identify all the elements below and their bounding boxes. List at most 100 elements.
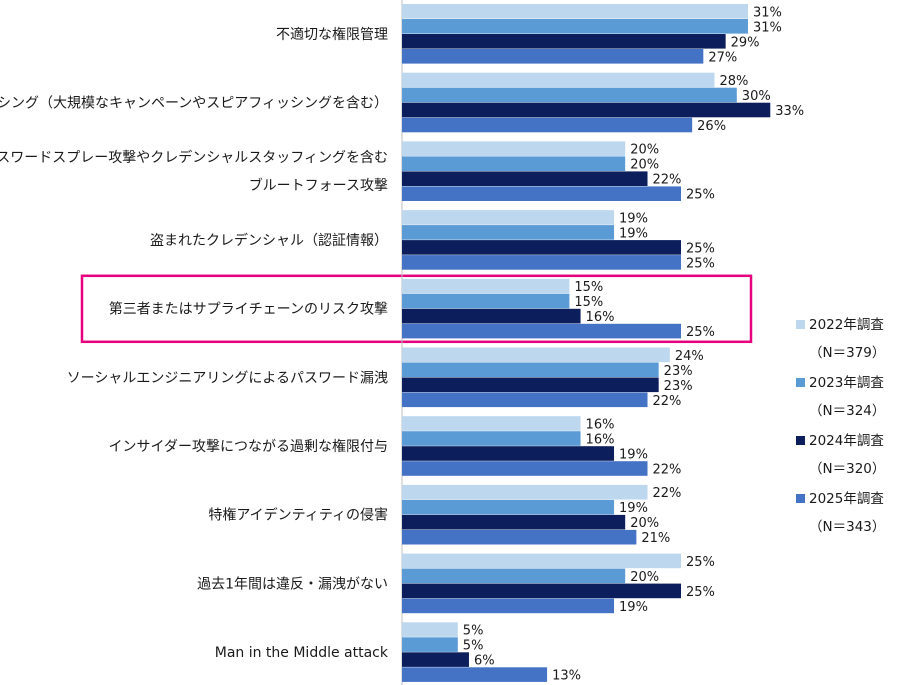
value-label: 25% <box>686 555 715 570</box>
legend-sample-size: （N＝379） <box>809 345 885 361</box>
bar <box>402 278 570 294</box>
bar <box>402 514 626 530</box>
category-label: 過去1年間は違反・漏洩がない <box>197 576 388 592</box>
highlight-box <box>80 274 753 344</box>
value-label: 19% <box>619 211 648 226</box>
value-label: 24% <box>675 349 704 364</box>
value-label: 23% <box>664 379 693 394</box>
bar <box>402 308 581 324</box>
bar <box>402 568 626 584</box>
value-label: 22% <box>653 463 682 478</box>
value-label: 6% <box>474 654 495 669</box>
value-label: 19% <box>619 448 648 463</box>
legend-label: 2022年調査 <box>809 317 884 333</box>
value-label: 30% <box>742 89 771 104</box>
bar <box>402 446 615 461</box>
legend-swatch <box>796 378 805 387</box>
legend-sample-size: （N＝324） <box>809 403 885 419</box>
value-label: 27% <box>708 50 737 65</box>
category-label: ブルートフォース攻撃 <box>249 177 388 194</box>
value-label: 26% <box>697 119 726 134</box>
bar <box>402 171 648 186</box>
bar <box>402 49 704 64</box>
legend-swatch <box>796 436 805 445</box>
value-label: 16% <box>586 310 615 325</box>
value-label: 19% <box>619 501 648 516</box>
value-label: 20% <box>630 158 659 173</box>
value-label: 22% <box>653 486 682 501</box>
value-label: 20% <box>630 516 659 531</box>
value-label: 15% <box>574 280 603 295</box>
value-label: 31% <box>753 20 782 35</box>
value-label: 5% <box>463 624 484 639</box>
value-label: 31% <box>753 5 782 20</box>
bar <box>402 141 626 156</box>
category-label: フィッシング（大規模なキャンペーンやスピアフィッシングを含む） <box>0 96 388 112</box>
bar <box>402 583 681 599</box>
value-label: 13% <box>552 669 581 684</box>
category-label: 第三者またはサプライチェーンのリスク攻撃 <box>109 301 388 318</box>
category-label: パスワードスプレー攻撃やクレデンシャルスタッフィングを含む <box>0 149 388 166</box>
bar <box>402 347 670 363</box>
category-label: Man in the Middle attack <box>215 645 389 661</box>
bar <box>402 117 693 133</box>
value-label: 16% <box>586 418 615 433</box>
bar <box>402 323 681 339</box>
value-label: 20% <box>630 570 659 585</box>
value-label: 19% <box>619 600 648 615</box>
value-label: 5% <box>463 639 484 654</box>
bar <box>402 377 659 393</box>
value-label: 29% <box>731 35 760 50</box>
value-label: 22% <box>653 173 682 188</box>
value-label: 22% <box>653 394 682 409</box>
bar <box>402 255 681 270</box>
category-label: ソーシャルエンジニアリングによるパスワード漏洩 <box>67 370 388 386</box>
bar <box>402 431 581 446</box>
value-label: 21% <box>641 531 670 546</box>
bar <box>402 637 458 652</box>
bar <box>402 484 648 500</box>
bar <box>402 529 637 545</box>
bar <box>402 499 615 515</box>
bar <box>402 210 615 225</box>
legend-label: 2024年調査 <box>809 433 884 449</box>
category-label: 特権アイデンティティの侵害 <box>208 507 388 524</box>
bar <box>402 652 469 667</box>
value-label: 19% <box>619 226 648 241</box>
legend-swatch <box>796 320 805 329</box>
bar <box>402 553 681 569</box>
bar <box>402 416 581 431</box>
category-label: 盗まれたクレデンシャル（認証情報） <box>150 232 388 249</box>
bar <box>402 156 626 171</box>
bar <box>402 4 748 19</box>
bar <box>402 19 748 34</box>
bar <box>402 225 615 240</box>
bar <box>402 392 648 408</box>
category-label: インサイダー攻撃につながる過剰な権限付与 <box>109 438 388 455</box>
value-label: 25% <box>686 188 715 203</box>
value-label: 15% <box>574 295 603 310</box>
value-label: 33% <box>775 104 804 119</box>
value-label: 25% <box>686 241 715 256</box>
value-label: 25% <box>686 325 715 340</box>
bar <box>402 240 681 255</box>
legend-label: 2023年調査 <box>809 375 884 391</box>
legend-label: 2025年調査 <box>809 491 884 507</box>
value-label: 25% <box>686 256 715 271</box>
bar <box>402 622 458 637</box>
value-label: 16% <box>586 433 615 448</box>
value-label: 20% <box>630 143 659 158</box>
bar <box>402 34 726 49</box>
bar <box>402 667 548 682</box>
bar <box>402 461 648 476</box>
bar <box>402 362 659 378</box>
bar <box>402 598 615 614</box>
category-label: 不適切な権限管理 <box>276 26 388 43</box>
bar <box>402 293 570 309</box>
value-label: 25% <box>686 585 715 600</box>
bar <box>402 102 771 118</box>
value-label: 23% <box>664 364 693 379</box>
bar <box>402 87 737 103</box>
value-label: 28% <box>719 74 748 89</box>
